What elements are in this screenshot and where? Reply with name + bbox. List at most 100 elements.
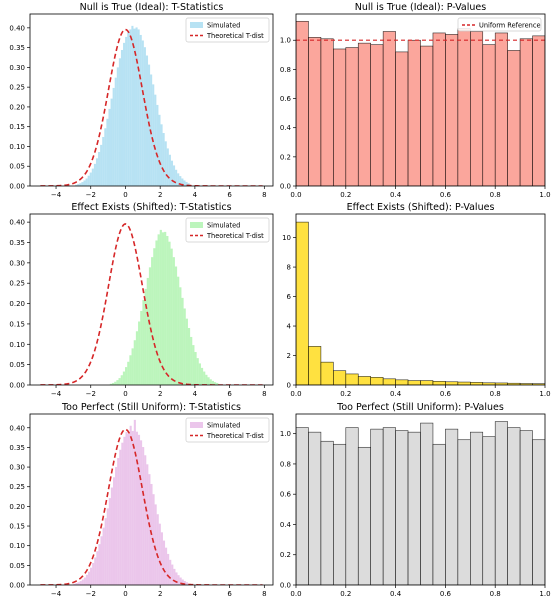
histogram-bar	[157, 234, 160, 385]
y-tick-label: 0	[287, 382, 291, 390]
histogram-bar	[115, 467, 118, 585]
histogram-bar	[532, 439, 545, 585]
histogram-bar	[129, 425, 132, 585]
histogram-bar	[123, 436, 126, 585]
histogram-bar	[407, 380, 421, 385]
x-tick-label: 2	[158, 390, 162, 398]
x-tick-label: 4	[193, 390, 198, 398]
histogram-bar	[469, 431, 484, 585]
histogram-bar	[320, 440, 334, 585]
histogram-bar	[519, 38, 533, 186]
x-tick-label: 0.0	[290, 390, 301, 398]
histogram-bar	[168, 154, 171, 186]
histogram-bar	[138, 321, 141, 385]
histogram-bar	[171, 564, 174, 585]
y-tick-label: 0.25	[9, 84, 25, 92]
histogram-bar	[148, 474, 151, 585]
histogram-bar	[131, 348, 134, 385]
histogram-bar	[110, 487, 113, 585]
x-tick-label: 6	[227, 590, 232, 598]
y-tick-label: 0.0	[280, 183, 291, 191]
x-tick-label: 0.2	[340, 191, 351, 199]
histogram-bar	[166, 235, 169, 385]
histogram-bar	[395, 430, 409, 585]
subplot-title: Null is True (Ideal): T-Statistics	[80, 2, 224, 13]
histogram-bar	[129, 355, 132, 385]
histogram-bar	[432, 32, 446, 186]
histogram-bar	[213, 382, 217, 385]
x-tick-label: −2	[86, 191, 96, 199]
histogram-bar	[296, 221, 309, 385]
y-tick-label: 0.15	[9, 123, 25, 131]
histogram-bar	[144, 288, 147, 385]
histogram-bar	[79, 183, 82, 186]
y-tick-label: 0.30	[9, 464, 25, 472]
y-tick-label: 0.15	[9, 320, 25, 328]
histogram-bar	[160, 124, 163, 186]
histogram-bar	[345, 427, 359, 585]
histogram-bar	[370, 377, 384, 385]
y-tick-label: 0.10	[9, 143, 25, 151]
x-tick-label: 2	[158, 590, 162, 598]
y-tick-label: 1.0	[280, 37, 291, 45]
histogram-bars	[109, 229, 219, 385]
histogram-bar	[168, 241, 171, 385]
y-tick-label: 0.20	[9, 300, 25, 308]
subplot-perfect-p: Too Perfect (Still Uniform): P-Values 0.0…	[280, 402, 551, 598]
x-tick-label: 1.0	[539, 390, 550, 398]
histogram-bar	[175, 572, 178, 585]
histogram-bars	[296, 221, 545, 385]
histogram-bar	[209, 379, 212, 385]
histogram-bar	[161, 232, 165, 385]
histogram-bar	[170, 160, 174, 186]
x-tick-label: 0.4	[390, 390, 402, 398]
histogram-bar	[114, 77, 117, 186]
histogram-bar	[162, 133, 165, 186]
histogram-bar	[166, 148, 169, 186]
histogram-bar	[198, 363, 201, 385]
histogram-bar	[104, 128, 107, 186]
subplot-title: Effect Exists (Shifted): P-Values	[347, 202, 495, 213]
histogram-bar	[140, 440, 143, 585]
histogram-bar	[420, 422, 434, 585]
histogram-bar	[333, 370, 347, 385]
x-tick-label: 0.0	[290, 191, 301, 199]
histogram-bar	[156, 104, 159, 186]
histogram-bar	[142, 447, 145, 585]
histogram-bar	[532, 35, 545, 186]
histogram-bars	[296, 20, 545, 186]
histogram-bar	[100, 144, 103, 186]
axes-frame	[295, 413, 546, 586]
subplot-null-t: Null is True (Ideal): T-Statistics −4 −2 0 2…	[9, 2, 274, 199]
legend-label: Theoretical T-dist	[206, 232, 264, 240]
histogram-bar	[170, 248, 173, 385]
legend-box	[185, 417, 270, 443]
x-tick-label: 8	[262, 590, 266, 598]
subplot-null-p: Null is True (Ideal): P-Values 0.0 0.2 0.4 0…	[280, 2, 551, 199]
histogram-bar	[172, 257, 175, 385]
y-tick-label: 0.8	[280, 460, 291, 468]
histogram-bar	[148, 267, 152, 385]
x-tick-label: −4	[51, 191, 62, 199]
axes-frame	[295, 13, 546, 187]
y-tick-label: 6	[287, 293, 292, 301]
histogram-bar	[104, 518, 107, 585]
x-tick-label: 4	[193, 191, 198, 199]
y-tick-label: 0.40	[9, 219, 25, 227]
histogram-bar	[116, 67, 119, 186]
histogram-bar	[196, 358, 199, 385]
histogram-bar	[185, 318, 188, 385]
subplot-effect-p: Effect Exists (Shifted): P-Values 0.0 0.2 0…	[282, 202, 550, 398]
y-tick-label: 0.40	[9, 424, 25, 432]
histogram-bar	[89, 172, 92, 186]
histogram-bar	[152, 84, 155, 186]
histogram-bar	[345, 47, 359, 186]
histogram-bar	[146, 277, 149, 385]
y-tick-label: 0.10	[9, 542, 25, 550]
histogram-bar	[187, 183, 190, 186]
histogram-bar	[420, 45, 434, 186]
histogram-bar	[357, 376, 371, 385]
histogram-bar	[308, 346, 322, 385]
histogram-bar	[94, 557, 97, 585]
